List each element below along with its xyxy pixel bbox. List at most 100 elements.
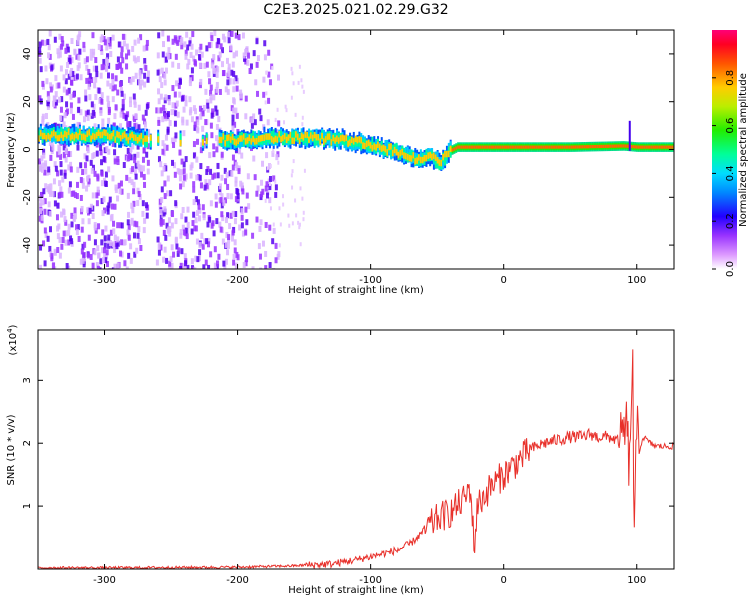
noise-mark	[131, 207, 135, 214]
noise-mark	[101, 118, 105, 125]
noise-mark	[122, 112, 126, 119]
noise-mark	[275, 154, 279, 161]
noise-mark	[48, 226, 52, 233]
snr-series-line	[38, 349, 674, 569]
ridge-mark	[295, 131, 298, 138]
noise-mark	[186, 264, 190, 269]
ridge-mark	[77, 133, 80, 140]
snr-frame	[37, 329, 675, 570]
ridge-mark	[371, 144, 374, 152]
noise-mark	[93, 170, 97, 177]
ridge-mark	[80, 133, 83, 141]
noise-mark	[239, 89, 243, 96]
noise-mark	[199, 147, 203, 154]
noise-mark	[126, 229, 130, 236]
noise-mark	[133, 101, 137, 108]
noise-mark	[192, 105, 196, 112]
ridge-mark	[69, 134, 72, 141]
ridge-mark	[93, 133, 96, 141]
noise-mark	[40, 39, 44, 46]
noise-mark	[96, 175, 100, 182]
noise-mark	[252, 155, 256, 162]
noise-mark	[195, 174, 199, 181]
noise-mark	[101, 124, 105, 131]
noise-mark	[276, 253, 280, 260]
noise-mark	[125, 266, 129, 269]
noise-mark	[180, 158, 184, 165]
noise-mark	[39, 203, 43, 210]
top-y-ticks: -40 -20 0 20 40	[22, 48, 674, 253]
noise-mark	[49, 183, 53, 190]
noise-mark	[220, 151, 224, 158]
noise-mark	[111, 73, 115, 80]
noise-mark	[101, 210, 105, 217]
noise-mark	[132, 200, 136, 207]
noise-mark	[294, 198, 297, 203]
noise-mark	[141, 200, 145, 207]
noise-mark	[209, 200, 213, 207]
ridge-mark	[354, 135, 357, 143]
noise-mark	[133, 116, 137, 123]
noise-mark	[89, 48, 93, 55]
noise-mark	[261, 188, 265, 195]
noise-mark	[171, 61, 175, 68]
noise-mark	[145, 202, 149, 209]
ridge-mark	[82, 133, 85, 140]
noise-mark	[297, 80, 300, 85]
noise-mark	[133, 220, 137, 227]
ridge-mark	[513, 145, 516, 149]
noise-mark	[235, 162, 239, 169]
noise-mark	[101, 229, 105, 236]
noise-mark	[217, 253, 221, 260]
y-tick-label: 20	[22, 95, 33, 108]
noise-mark	[102, 247, 106, 254]
ridge-mark	[60, 126, 63, 137]
noise-mark	[220, 202, 224, 209]
noise-mark	[265, 70, 268, 75]
noise-mark	[103, 235, 107, 242]
ridge-mark	[311, 134, 314, 142]
noise-mark	[75, 229, 79, 236]
ridge-mark	[43, 133, 46, 140]
ridge-mark	[386, 149, 389, 156]
noise-mark	[215, 71, 219, 78]
noise-mark	[264, 198, 267, 203]
noise-mark	[115, 243, 119, 250]
ridge-mark	[144, 135, 147, 142]
noise-mark	[186, 44, 190, 51]
noise-mark	[298, 222, 301, 227]
ridge-mark	[418, 154, 421, 161]
noise-mark	[190, 116, 194, 123]
ridge-mark	[613, 144, 616, 148]
noise-mark	[197, 255, 201, 262]
noise-mark	[221, 70, 225, 77]
noise-mark	[142, 173, 146, 180]
ridge-mark	[90, 135, 93, 142]
noise-mark	[145, 212, 149, 219]
noise-mark	[192, 211, 196, 218]
noise-mark	[268, 79, 272, 86]
noise-mark	[226, 88, 230, 95]
noise-mark	[164, 134, 168, 141]
noise-mark	[254, 79, 258, 86]
noise-mark	[120, 108, 124, 115]
ridge-mark	[78, 131, 81, 142]
noise-mark	[198, 62, 202, 69]
noise-mark	[80, 205, 84, 212]
noise-mark	[227, 237, 231, 244]
noise-mark	[220, 47, 224, 54]
ridge-mark	[224, 140, 227, 147]
ridge-mark	[229, 136, 232, 150]
ridge-mark	[382, 144, 385, 151]
noise-mark	[161, 30, 165, 37]
noise-mark	[205, 45, 209, 52]
noise-mark	[62, 121, 66, 128]
ridge-mark	[494, 145, 497, 149]
noise-mark	[136, 56, 140, 63]
x-tick-label: 0	[501, 275, 507, 286]
noise-mark	[184, 53, 188, 60]
noise-mark	[166, 175, 170, 182]
ridge-mark	[106, 132, 109, 140]
noise-mark	[117, 182, 121, 189]
noise-mark	[68, 181, 72, 188]
